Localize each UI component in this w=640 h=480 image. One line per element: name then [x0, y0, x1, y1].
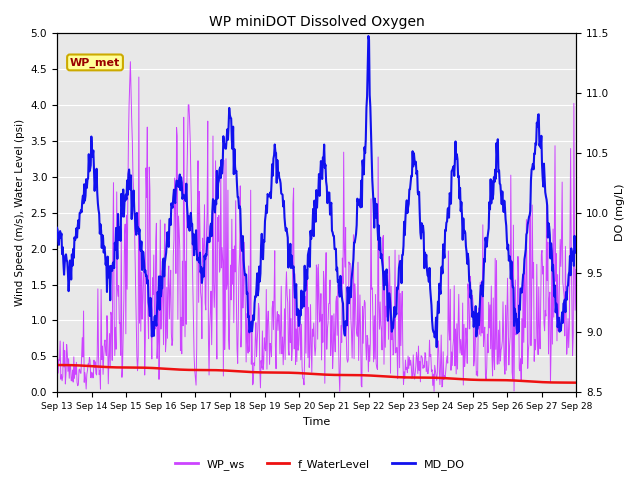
Text: WP_met: WP_met — [70, 57, 120, 68]
Y-axis label: Wind Speed (m/s), Water Level (psi): Wind Speed (m/s), Water Level (psi) — [15, 119, 25, 306]
Legend: WP_ws, f_WaterLevel, MD_DO: WP_ws, f_WaterLevel, MD_DO — [171, 455, 469, 474]
Y-axis label: DO (mg/L): DO (mg/L) — [615, 184, 625, 241]
Title: WP miniDOT Dissolved Oxygen: WP miniDOT Dissolved Oxygen — [209, 15, 424, 29]
X-axis label: Time: Time — [303, 417, 330, 427]
